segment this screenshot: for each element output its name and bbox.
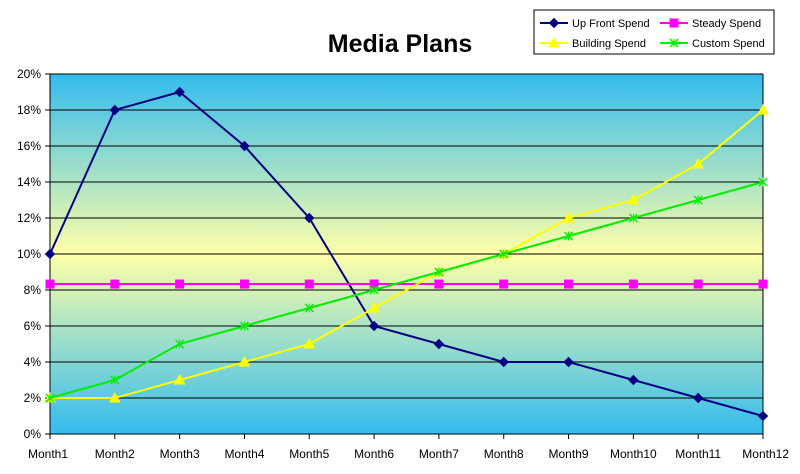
- up-front-spend-point: [757, 410, 769, 422]
- y-tick-label: 16%: [17, 139, 41, 153]
- up-front-spend-point: [239, 140, 250, 152]
- custom-spend-point: [499, 249, 509, 259]
- chart-title: Media Plans: [328, 30, 473, 58]
- up-front-spend-point: [692, 392, 704, 404]
- custom-spend-line: [49, 181, 764, 399]
- y-tick-label: 18%: [17, 103, 41, 117]
- custom-spend-point: [110, 375, 120, 385]
- x-tick-label: Month7: [419, 447, 459, 461]
- x-tick-label: Month12: [742, 447, 789, 461]
- steady-spend-point: [434, 279, 444, 289]
- custom-spend-point: [175, 339, 185, 349]
- up-front-spend-point: [44, 248, 56, 260]
- y-tick-label: 6%: [24, 319, 42, 333]
- x-tick-label: Month10: [610, 447, 657, 461]
- legend-marker-steady-spend: [669, 18, 679, 28]
- x-tick-label: Month8: [484, 447, 524, 461]
- building-spend-point: [368, 301, 380, 313]
- building-spend-point: [562, 211, 575, 223]
- steady-spend-point: [499, 279, 509, 289]
- legend-label-up-front-spend: Up Front Spend: [572, 18, 650, 30]
- x-tick-label: Month6: [354, 447, 394, 461]
- y-tick-label: 10%: [17, 247, 41, 261]
- legend-marker-building-spend: [548, 36, 560, 48]
- building-spend-point: [692, 157, 705, 169]
- custom-spend-point: [564, 231, 574, 241]
- steady-spend-point: [758, 279, 768, 289]
- steady-spend-point: [175, 279, 185, 289]
- legend-label-custom-spend: Custom Spend: [692, 38, 765, 50]
- legend-marker-up-front-spend: [548, 17, 560, 29]
- custom-spend-point: [304, 303, 314, 313]
- custom-spend-point: [369, 285, 379, 295]
- building-spend-point: [238, 355, 251, 367]
- x-tick-label: Month11: [675, 447, 721, 461]
- x-tick-label: Month2: [95, 447, 135, 461]
- x-tick-label: Month9: [549, 447, 589, 461]
- building-spend-point: [108, 391, 121, 403]
- y-tick-label: 20%: [17, 67, 41, 81]
- up-front-spend-point: [109, 104, 121, 116]
- legend-marker-custom-spend: [669, 38, 679, 48]
- y-tick-label: 14%: [17, 175, 41, 189]
- custom-spend-point: [628, 213, 638, 223]
- steady-spend-point: [304, 279, 314, 289]
- x-tick-label: Month5: [289, 447, 329, 461]
- building-spend-line: [50, 109, 764, 399]
- up-front-spend-point: [563, 356, 574, 368]
- building-spend-point: [627, 193, 640, 205]
- y-tick-label: 12%: [17, 211, 41, 225]
- y-tick-label: 4%: [24, 355, 42, 369]
- legend-box: [533, 9, 775, 55]
- custom-spend-point: [434, 267, 444, 277]
- up-front-spend-point: [174, 86, 185, 98]
- steady-spend-point: [564, 279, 574, 289]
- steady-spend-point: [45, 279, 55, 289]
- up-front-spend-line: [49, 90, 764, 417]
- up-front-spend-point: [433, 338, 445, 350]
- y-tick-label: 2%: [24, 391, 42, 405]
- building-spend-point: [173, 373, 186, 385]
- y-tick-label: 0%: [24, 427, 42, 441]
- x-tick-label: Month1: [28, 447, 68, 461]
- x-tick-label: Month3: [160, 447, 200, 461]
- up-front-spend-point: [368, 320, 380, 332]
- custom-spend-point: [758, 177, 768, 187]
- steady-spend-point: [239, 279, 249, 289]
- building-spend-point: [757, 103, 769, 115]
- y-tick-label: 8%: [24, 283, 42, 297]
- custom-spend-point: [693, 195, 703, 205]
- x-tick-label: Month4: [224, 447, 264, 461]
- custom-spend-point: [45, 393, 55, 403]
- steady-spend-point: [693, 279, 703, 289]
- custom-spend-point: [239, 321, 249, 331]
- steady-spend-point: [628, 279, 638, 289]
- up-front-spend-point: [498, 356, 509, 368]
- legend-label-building-spend: Building Spend: [572, 38, 646, 50]
- legend-label-steady-spend: Steady Spend: [692, 18, 761, 30]
- up-front-spend-point: [628, 374, 639, 386]
- up-front-spend-point: [304, 212, 315, 224]
- steady-spend-point: [110, 279, 120, 289]
- building-spend-point: [303, 337, 316, 349]
